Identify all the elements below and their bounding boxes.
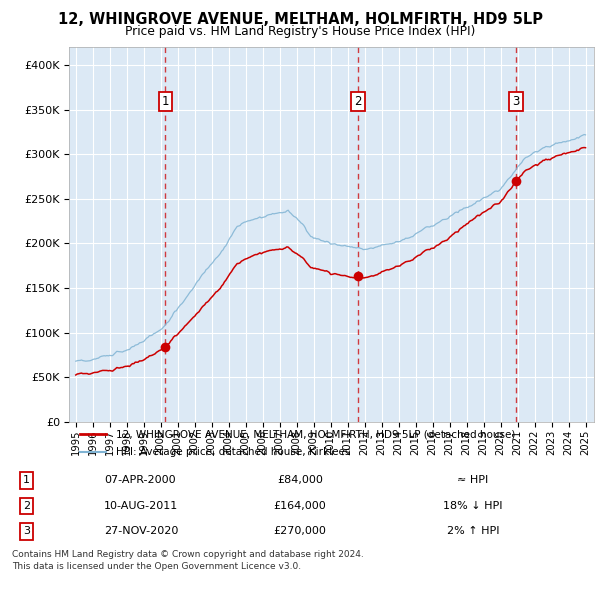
Text: 2: 2 [354,95,362,108]
Text: 2% ↑ HPI: 2% ↑ HPI [446,526,499,536]
Text: ≈ HPI: ≈ HPI [457,476,488,486]
Text: 12, WHINGROVE AVENUE, MELTHAM, HOLMFIRTH, HD9 5LP: 12, WHINGROVE AVENUE, MELTHAM, HOLMFIRTH… [58,12,542,27]
Text: 07-APR-2000: 07-APR-2000 [104,476,176,486]
Text: £164,000: £164,000 [274,501,326,511]
Text: £270,000: £270,000 [274,526,326,536]
Text: 27-NOV-2020: 27-NOV-2020 [104,526,179,536]
Text: 3: 3 [23,526,30,536]
Text: 12, WHINGROVE AVENUE, MELTHAM, HOLMFIRTH, HD9 5LP (detached house): 12, WHINGROVE AVENUE, MELTHAM, HOLMFIRTH… [116,430,515,440]
Text: 18% ↓ HPI: 18% ↓ HPI [443,501,503,511]
Text: Price paid vs. HM Land Registry's House Price Index (HPI): Price paid vs. HM Land Registry's House … [125,25,475,38]
Text: 1: 1 [161,95,169,108]
Text: 10-AUG-2011: 10-AUG-2011 [104,501,178,511]
Text: £84,000: £84,000 [277,476,323,486]
Text: 1: 1 [23,476,30,486]
Text: Contains HM Land Registry data © Crown copyright and database right 2024.
This d: Contains HM Land Registry data © Crown c… [12,550,364,571]
Text: 2: 2 [23,501,30,511]
Text: 3: 3 [512,95,520,108]
Text: HPI: Average price, detached house, Kirklees: HPI: Average price, detached house, Kirk… [116,447,350,457]
